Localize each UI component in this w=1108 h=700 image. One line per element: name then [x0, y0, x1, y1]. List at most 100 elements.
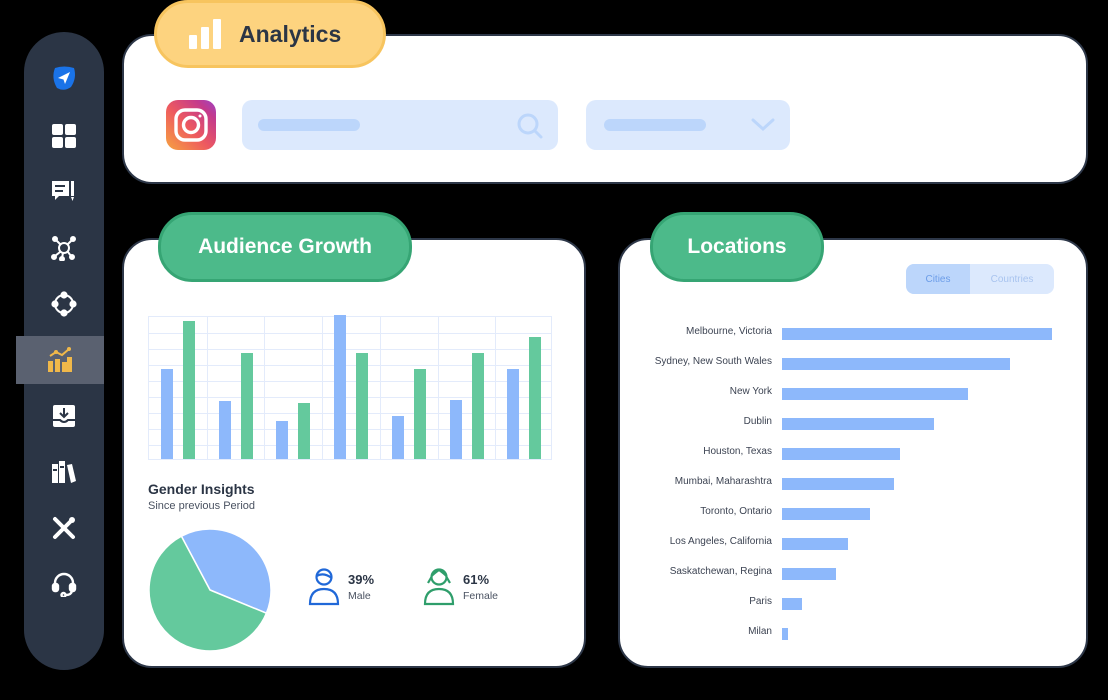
location-row: Sydney, New South Wales [630, 356, 1070, 370]
male-percentage: 39% [348, 572, 375, 587]
location-row: Toronto, Ontario [630, 506, 1070, 520]
male-label: Male [348, 590, 371, 602]
location-name: Sydney, New South Wales [654, 356, 772, 367]
pie-slice-male[interactable] [180, 528, 272, 615]
chart-bar[interactable] [161, 369, 173, 459]
sidebar-item-inbox[interactable] [24, 392, 104, 440]
sidebar-item-analytics[interactable] [16, 336, 104, 384]
audience-growth-chart [148, 315, 552, 460]
sidebar-item-tools[interactable] [24, 504, 104, 552]
sidebar-item-chat[interactable] [24, 168, 104, 216]
search-input[interactable] [242, 100, 558, 150]
female-percentage: 61% [463, 572, 490, 587]
location-name: Milan [748, 626, 772, 637]
gender-insights-subtitle: Since previous Period [148, 500, 256, 512]
chart-bar[interactable] [276, 420, 289, 459]
tab-countries[interactable]: Countries [990, 273, 1034, 285]
male-user-icon [308, 568, 340, 606]
bar-chart-icon [189, 19, 221, 49]
grid-line [149, 429, 551, 430]
female-label: Female [463, 590, 499, 602]
grid-line [149, 381, 551, 382]
location-name: Melbourne, Victoria [686, 326, 772, 337]
location-bar[interactable] [782, 328, 1052, 340]
location-bar[interactable] [782, 628, 788, 640]
location-bar[interactable] [782, 508, 870, 520]
inbox-download-icon [53, 405, 75, 427]
location-bar[interactable] [782, 418, 934, 430]
location-row: Paris [630, 596, 1070, 610]
location-row: Saskatchewan, Regina [630, 566, 1070, 580]
location-name: Saskatchewan, Regina [669, 566, 772, 577]
location-bar[interactable] [782, 448, 900, 460]
location-name: Mumbai, Maharashtra [674, 476, 772, 487]
grid-line [322, 317, 324, 459]
sidebar-item-support[interactable] [24, 560, 104, 608]
chart-bar[interactable] [356, 353, 369, 459]
grid-line [149, 445, 551, 446]
tools-icon [53, 517, 75, 539]
grid-line [379, 317, 381, 459]
location-name: New York [729, 386, 772, 397]
sidebar-item-dashboard[interactable] [24, 112, 104, 160]
chart-bar[interactable] [507, 369, 520, 459]
chart-bar[interactable] [529, 337, 542, 459]
location-name: Paris [749, 596, 772, 607]
grid-line [149, 365, 551, 366]
dashboard-icon [52, 124, 76, 148]
location-bar[interactable] [782, 388, 968, 400]
location-row: Houston, Texas [630, 446, 1070, 460]
location-bar[interactable] [782, 568, 836, 580]
chart-bar[interactable] [183, 321, 195, 459]
library-icon [52, 461, 76, 483]
chart-bar[interactable] [391, 415, 404, 459]
location-name: Houston, Texas [703, 446, 772, 457]
instagram-icon[interactable] [166, 100, 216, 150]
sidebar [16, 32, 104, 670]
search-icon[interactable] [516, 112, 544, 140]
location-bar[interactable] [782, 538, 848, 550]
tab-cities[interactable]: Cities [906, 264, 970, 294]
support-headset-icon [51, 572, 77, 597]
account-dropdown[interactable] [586, 100, 790, 150]
location-row: New York [630, 386, 1070, 400]
sidebar-item-send[interactable] [24, 54, 104, 102]
chevron-down-icon[interactable] [750, 116, 776, 134]
grid-line [149, 397, 551, 398]
chart-bar[interactable] [298, 403, 311, 459]
page-title: Analytics [154, 0, 386, 68]
chart-bar[interactable] [449, 399, 462, 459]
sidebar-item-library[interactable] [24, 448, 104, 496]
send-icon [53, 66, 75, 90]
gender-insights-title: Gender Insights [148, 481, 255, 497]
sidebar-item-workflow[interactable] [24, 280, 104, 328]
chart-bar[interactable] [413, 369, 426, 459]
chart-bar[interactable] [471, 353, 484, 459]
chart-bar[interactable] [240, 353, 253, 459]
location-bar[interactable] [782, 358, 1010, 370]
location-row: Melbourne, Victoria [630, 326, 1070, 340]
grid-line [206, 317, 208, 459]
page-title-label: Analytics [239, 20, 342, 47]
pie-slice-female[interactable] [148, 535, 268, 652]
network-icon [51, 236, 76, 261]
gender-pie-chart [148, 528, 272, 652]
location-bar[interactable] [782, 478, 894, 490]
location-row: Dublin [630, 416, 1070, 430]
sidebar-item-network[interactable] [24, 224, 104, 272]
male-stat: 39% Male [308, 568, 374, 606]
chat-icon [52, 181, 74, 201]
chart-bar[interactable] [334, 315, 347, 459]
locations-title: Locations [650, 212, 824, 282]
chart-bar[interactable] [218, 401, 231, 459]
grid-line [495, 317, 497, 459]
locations-tab-toggle: Cities Countries [906, 264, 1054, 294]
location-name: Toronto, Ontario [700, 506, 772, 517]
grid-line [264, 317, 266, 459]
workflow-icon [51, 291, 77, 317]
location-bar[interactable] [782, 598, 802, 610]
location-row: Los Angeles, California [630, 536, 1070, 550]
dropdown-value-placeholder [604, 119, 706, 131]
location-row: Milan [630, 626, 1070, 640]
female-user-icon [423, 568, 455, 606]
